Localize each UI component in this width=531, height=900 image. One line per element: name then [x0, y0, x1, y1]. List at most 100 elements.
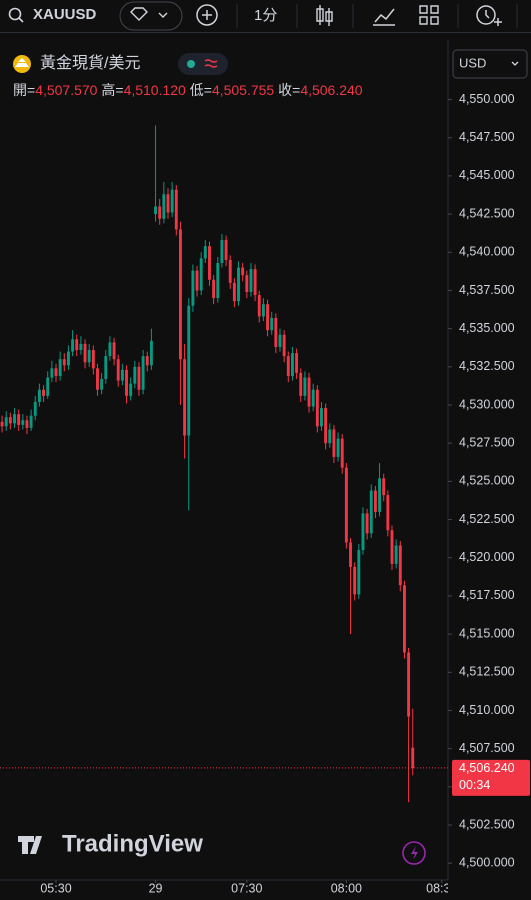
candle-body: [261, 304, 265, 317]
y-tick-label: 4,500.000: [459, 855, 515, 869]
candle-body: [278, 334, 282, 347]
watermark-logo: [18, 836, 42, 854]
candle-body: [340, 438, 344, 468]
candle-body: [386, 495, 390, 531]
candle-body: [58, 359, 62, 376]
last-price-tag: [452, 759, 530, 796]
toolbar: XAUUSD 1分: [0, 0, 531, 33]
y-tick-label: 4,545.000: [459, 168, 515, 182]
y-tick-label: 4,532.500: [459, 359, 515, 373]
currency-select[interactable]: [452, 49, 528, 79]
candle-body: [33, 401, 37, 416]
legend-label: 收=: [278, 82, 300, 98]
symbol-logo: [15, 58, 29, 67]
add-icon[interactable]: [196, 4, 218, 26]
y-tick-label: 4,547.500: [459, 130, 515, 144]
y-tick-label: 4,542.500: [459, 206, 515, 220]
candle-body: [183, 359, 187, 436]
alert-icon[interactable]: [476, 5, 496, 25]
candle-body: [46, 377, 50, 396]
candle-body: [125, 369, 128, 396]
candle-body: [336, 438, 340, 457]
candle-body: [228, 259, 232, 283]
status-pill[interactable]: [178, 53, 228, 75]
candle-body: [253, 269, 257, 296]
candle-body: [373, 490, 377, 512]
candle-body: [282, 334, 286, 357]
candle-body: [178, 229, 182, 360]
chevron: [511, 61, 519, 66]
candle-body: [25, 420, 29, 428]
candle-body: [398, 545, 402, 586]
y-tick-label: 4,530.000: [459, 397, 515, 411]
y-tick-label: 4,512.500: [459, 665, 515, 679]
candle-icon[interactable]: [316, 5, 333, 26]
candle-body: [42, 389, 46, 396]
add-icon: [202, 10, 212, 20]
candle-body: [17, 414, 21, 425]
layout-icon[interactable]: [419, 5, 439, 25]
y-tick-label: 4,525.000: [459, 474, 515, 488]
candle-body: [324, 408, 328, 444]
y-tick-label: 4,540.000: [459, 245, 515, 259]
flash-icon: [411, 846, 418, 860]
ohlc-legend: 開=4,507.570 高=4,510.120 低=4,505.755 收=4,…: [13, 82, 363, 98]
legend-value: 4,505.755: [212, 82, 274, 98]
candle-body: [220, 240, 224, 263]
candle-body: [13, 414, 16, 424]
candle-body: [120, 369, 124, 381]
symbol[interactable]: XAUUSD: [33, 6, 97, 23]
candle-body: [50, 368, 54, 378]
candle-body: [91, 350, 95, 369]
candle-body: [66, 351, 70, 366]
candle-body: [286, 356, 290, 376]
y-tick-label: 4,517.500: [459, 588, 515, 602]
candle-body: [390, 530, 394, 564]
candle-body: [274, 317, 278, 347]
legend-value: 4,507.570: [35, 82, 97, 98]
candle-body: [112, 342, 116, 360]
x-tick-label: 08:00: [331, 881, 362, 895]
candle-body: [83, 343, 87, 363]
candle-body: [54, 368, 58, 376]
candle-body: [344, 467, 348, 543]
candle-body: [174, 189, 178, 230]
alert-icon: [485, 10, 502, 26]
y-tick-label: 4,520.000: [459, 550, 515, 564]
candle-body: [361, 513, 365, 551]
x-tick-label: 08:30: [426, 881, 457, 895]
y-tick-label: 4,550.000: [459, 92, 515, 106]
legend-label: 開=: [13, 82, 35, 98]
y-tick-label: 4,510.000: [459, 703, 515, 717]
candle-body: [158, 206, 162, 219]
candle-body: [129, 383, 133, 396]
candle-body: [162, 194, 166, 219]
candle-body: [170, 189, 174, 213]
candles: [0, 125, 415, 803]
candle-body: [290, 353, 294, 376]
legend-value: 4,510.120: [124, 82, 186, 98]
legend-label: 低=: [190, 82, 212, 98]
candle-body: [270, 317, 274, 331]
candle-body: [357, 550, 361, 595]
candle-body: [166, 194, 170, 213]
candle-body: [245, 275, 249, 292]
last-price-label: 4,506.240: [459, 761, 515, 775]
candle-body: [154, 206, 158, 215]
delay-icon: [204, 59, 218, 68]
toolbar-icons: XAUUSD 1分: [8, 1, 518, 31]
candle-body: [37, 389, 41, 402]
chevron: [158, 12, 168, 18]
compare-button[interactable]: [119, 1, 183, 31]
candle-body: [137, 366, 141, 390]
candle-body: [224, 240, 228, 260]
flash-button[interactable]: [402, 841, 426, 865]
indicator-icon[interactable]: [373, 8, 395, 26]
interval[interactable]: 1分: [254, 7, 277, 24]
candle-body: [21, 420, 25, 425]
legend-value: 4,506.240: [300, 82, 362, 98]
search-icon[interactable]: [8, 7, 22, 21]
legend-title: 黃金現貨/美元: [40, 54, 140, 72]
candle-body: [369, 490, 373, 534]
